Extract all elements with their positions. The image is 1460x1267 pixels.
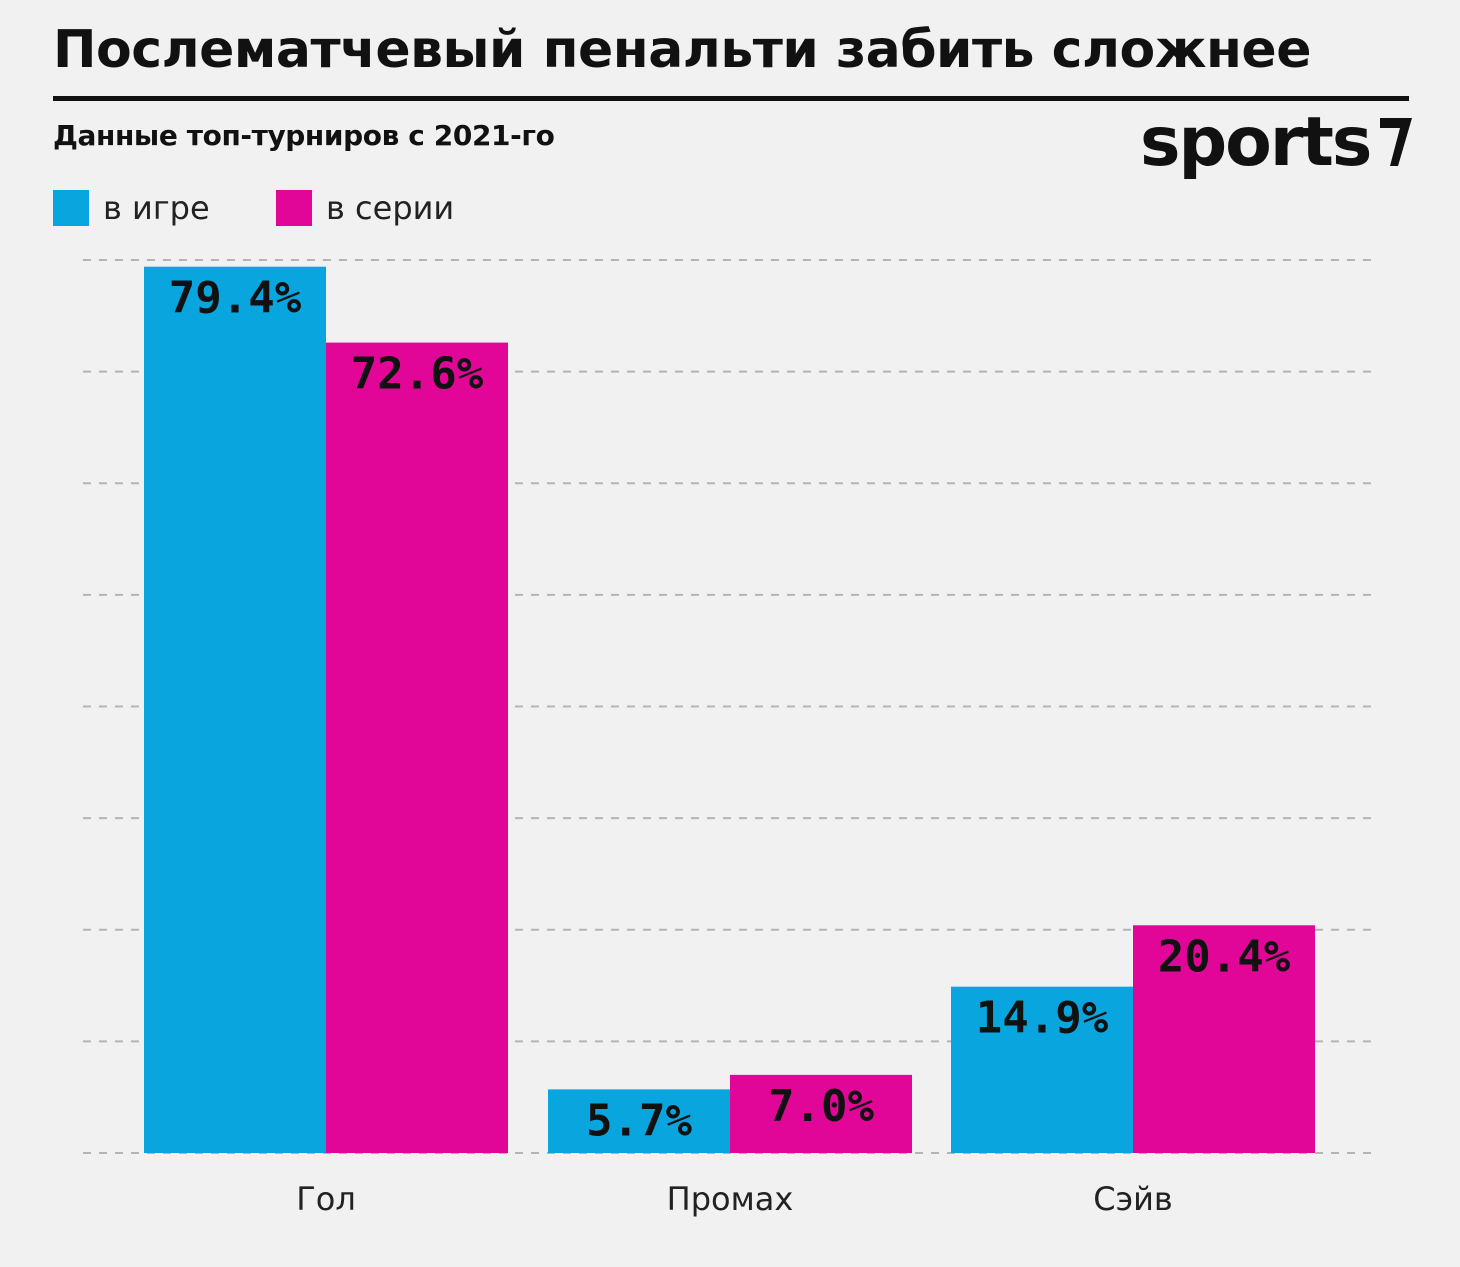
category-label: Гол [296, 1180, 356, 1218]
bar-value-label: 72.6% [351, 349, 484, 400]
bar-value-label: 5.7% [586, 1095, 692, 1146]
category-label: Сэйв [1093, 1180, 1173, 1218]
sports-logo: sports [1140, 100, 1412, 186]
legend-label-in-game: в игре [103, 189, 210, 227]
bar-save-in-game [951, 986, 1133, 1153]
bar-value-label: 7.0% [768, 1081, 874, 1132]
chart-subtitle: Данные топ-турниров с 2021-го [53, 119, 555, 152]
bar-miss-shootout [730, 1074, 912, 1153]
chart-title: Послематчевый пенальти забить сложнее [53, 20, 1311, 80]
legend-swatch-shootout [276, 190, 312, 226]
logo-mark-icon [1380, 118, 1412, 166]
bar-value-label: 79.4% [169, 273, 302, 324]
bar-goal-in-game [144, 266, 326, 1153]
bar-miss-in-game [548, 1089, 730, 1153]
bar-value-label: 20.4% [1158, 931, 1291, 982]
legend-swatch-in-game [53, 190, 89, 226]
bar-goal-shootout [326, 342, 508, 1153]
category-label: Промах [667, 1180, 794, 1218]
title-divider [53, 96, 1409, 101]
bar-value-label: 14.9% [976, 993, 1109, 1044]
logo-text: sports [1140, 103, 1372, 182]
bar-save-shootout [1133, 925, 1315, 1153]
legend-label-shootout: в серии [326, 189, 455, 227]
